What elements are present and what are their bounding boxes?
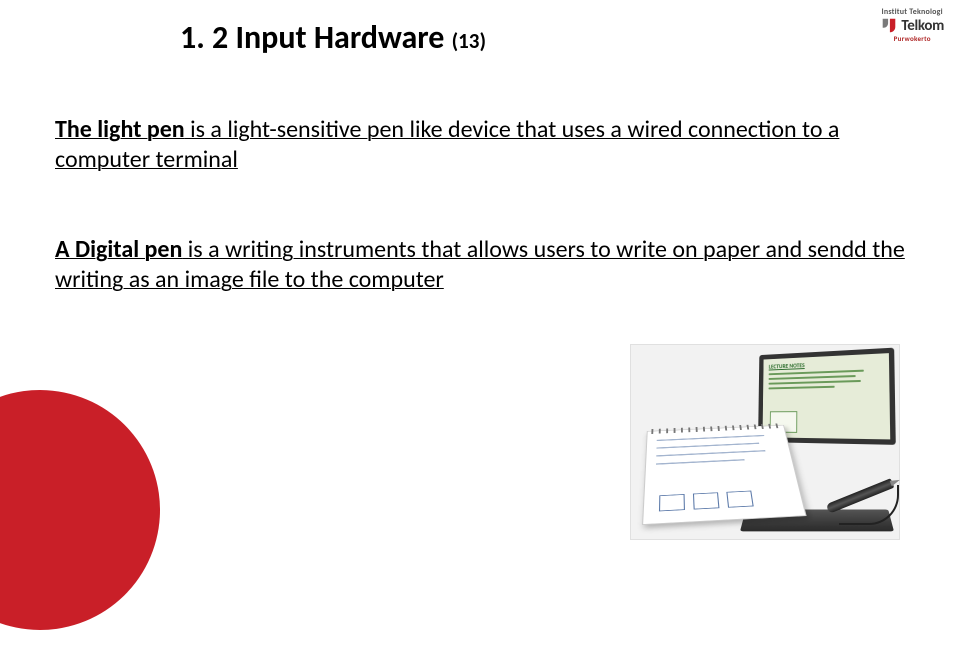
term-light-pen: The light pen	[55, 115, 185, 144]
paragraph-light-pen: The light pen is a light-sensitive pen l…	[55, 115, 905, 175]
logo-top-text: Institut Teknologi	[880, 8, 944, 16]
slide-title: 1. 2 Input Hardware (13)	[180, 18, 780, 57]
logo-mark-icon	[880, 17, 898, 35]
term-digital-pen: A Digital pen	[55, 235, 182, 264]
logo-name: Telkom	[901, 19, 944, 34]
notepad-spiral	[651, 423, 780, 434]
screen-lines	[768, 369, 883, 389]
notepad	[642, 425, 807, 525]
decorative-red-shape	[0, 374, 176, 645]
paragraph-digital-pen: A Digital pen is a writing instruments t…	[55, 235, 905, 295]
institution-logo: Institut Teknologi Telkom Purwokerto	[880, 8, 944, 42]
logo-row: Telkom	[880, 17, 944, 35]
title-sub: (13)	[452, 28, 486, 54]
title-main: 1. 2 Input Hardware	[180, 18, 452, 57]
para2-rest: is a writing instruments that allows use…	[55, 235, 905, 294]
logo-bottom-text: Purwokerto	[880, 35, 944, 42]
digital-pen-illustration: LECTURE NOTES	[630, 344, 900, 540]
